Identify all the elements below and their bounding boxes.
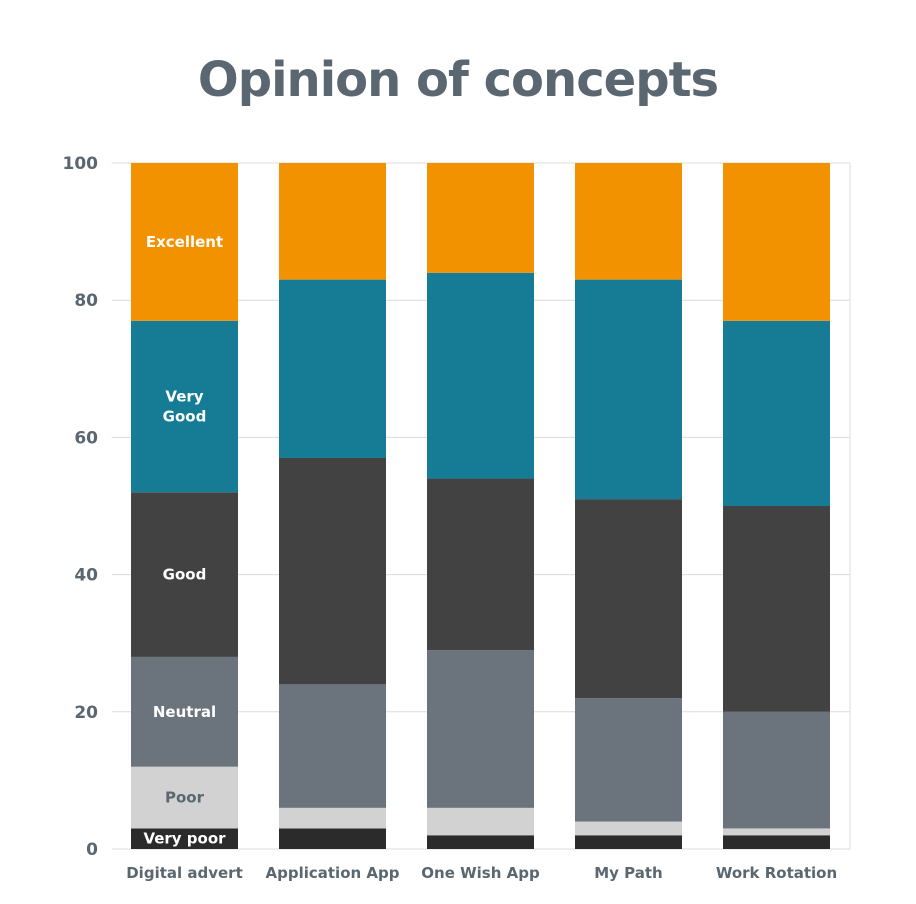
bar-segment: [575, 163, 682, 280]
segment-label: Good: [163, 408, 207, 426]
bar-segment: [427, 163, 534, 273]
bar-segment: [279, 828, 386, 849]
x-axis-labels: Digital advert Application App One Wish Ap…: [126, 864, 837, 882]
y-tick-label: 60: [74, 428, 98, 448]
y-axis-ticks: 0 20 40 60 80 100: [63, 154, 99, 860]
bar-segment: [575, 279, 682, 500]
bar-segment: [131, 163, 238, 321]
bar-segment: [723, 711, 830, 829]
bar-segment: [723, 320, 830, 506]
bar-segment: [427, 835, 534, 849]
segment-label: Poor: [165, 789, 205, 807]
x-tick-label: Digital advert: [126, 864, 243, 882]
bar-segment: [575, 821, 682, 836]
bar-segment: [427, 807, 534, 836]
y-tick-label: 100: [63, 154, 99, 174]
segment-label: Very poor: [143, 830, 226, 848]
segment-label: Very: [165, 388, 203, 406]
bar-segment: [279, 807, 386, 829]
bar-segment: [131, 320, 238, 493]
bar-segment: [131, 656, 238, 767]
x-tick-label: One Wish App: [421, 864, 540, 882]
bar-segment: [723, 163, 830, 321]
bar-segment: [575, 835, 682, 849]
bar-segment: [279, 457, 386, 685]
y-tick-label: 20: [74, 703, 98, 723]
x-tick-label: Application App: [266, 864, 400, 882]
y-tick-label: 40: [74, 566, 98, 586]
chart-title: Opinion of concepts: [197, 52, 719, 108]
bar-segment: [131, 828, 238, 849]
segment-label: Excellent: [146, 233, 223, 251]
bar-segment: [131, 492, 238, 657]
bar-segment: [575, 698, 682, 822]
segment-label: Good: [163, 566, 207, 584]
bar-segment: [723, 835, 830, 849]
bar-segment: [131, 766, 238, 829]
segment-labels: Very poor Poor Neutral Good Very Good Excellen…: [143, 233, 226, 848]
bar-segment: [279, 279, 386, 458]
bar-segment: [575, 499, 682, 699]
segment-label: Neutral: [153, 703, 216, 721]
bar-segment: [279, 163, 386, 280]
bar-segment: [279, 684, 386, 808]
y-tick-label: 80: [74, 291, 98, 311]
bar-segment: [427, 272, 534, 479]
x-tick-label: Work Rotation: [716, 864, 837, 882]
bar-segment: [427, 650, 534, 808]
x-tick-label: My Path: [594, 864, 663, 882]
y-tick-label: 0: [86, 840, 98, 860]
bar-segment: [723, 828, 830, 836]
bars: [131, 163, 830, 849]
bar-segment: [427, 478, 534, 651]
bar-segment: [723, 506, 830, 712]
